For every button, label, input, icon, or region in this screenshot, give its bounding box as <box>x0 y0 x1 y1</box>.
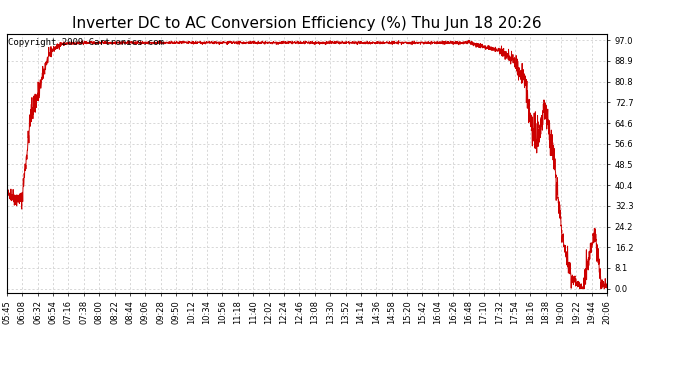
Title: Inverter DC to AC Conversion Efficiency (%) Thu Jun 18 20:26: Inverter DC to AC Conversion Efficiency … <box>72 16 542 31</box>
Text: Copyright 2009 Cartronics.com: Copyright 2009 Cartronics.com <box>8 38 164 46</box>
